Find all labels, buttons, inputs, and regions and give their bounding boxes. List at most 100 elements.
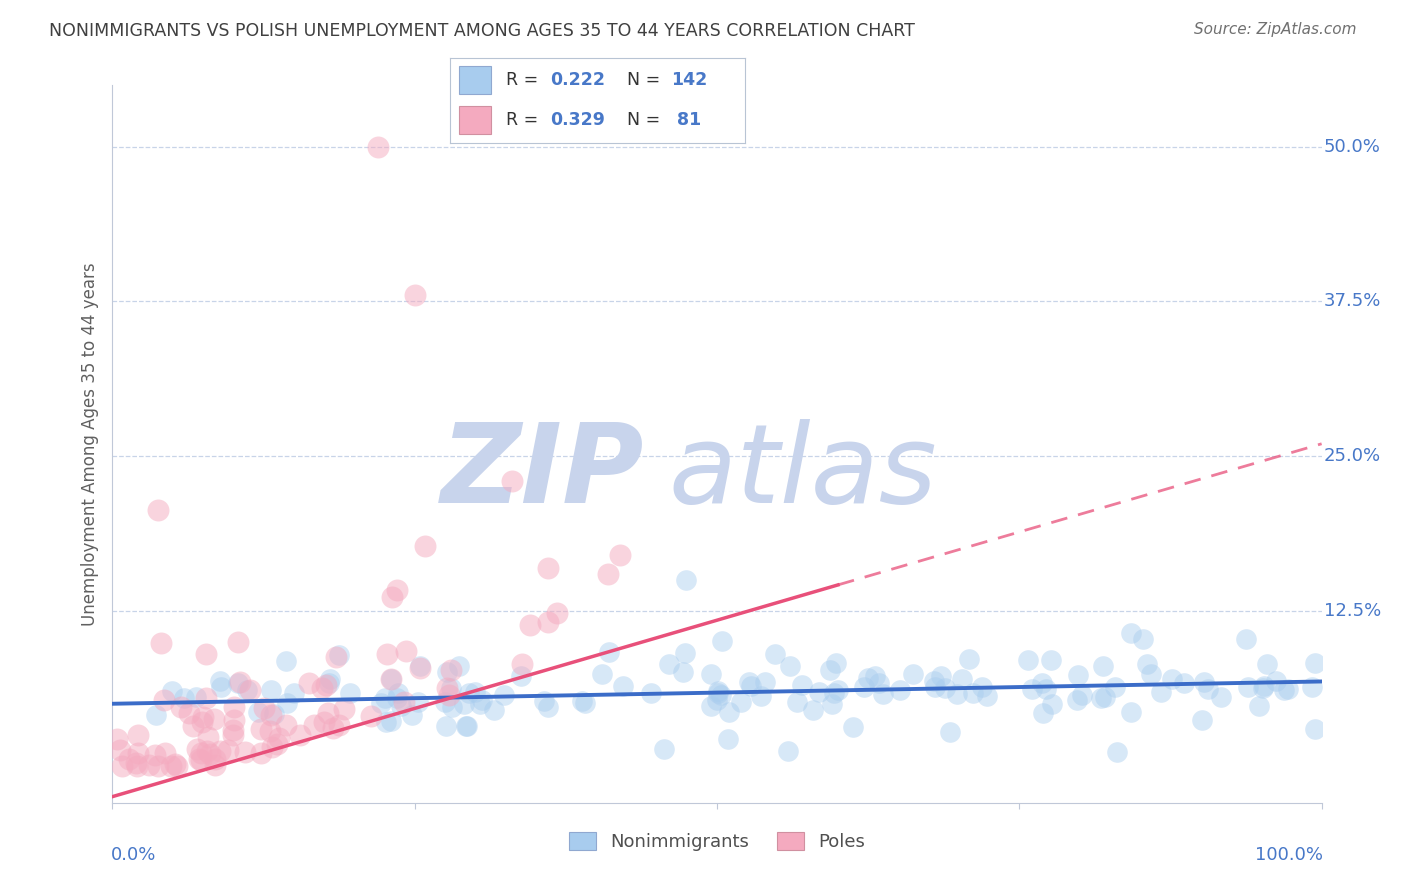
Point bbox=[706, 693, 728, 707]
Point bbox=[200, 747, 222, 761]
Point bbox=[315, 678, 337, 692]
Point bbox=[1132, 632, 1154, 646]
Point bbox=[377, 647, 399, 661]
Point bbox=[1305, 723, 1327, 737]
Point bbox=[298, 676, 321, 690]
Point bbox=[204, 752, 226, 766]
Text: N =: N = bbox=[627, 71, 666, 89]
Point bbox=[449, 659, 471, 673]
Point bbox=[471, 693, 494, 707]
Point bbox=[1253, 679, 1275, 693]
Text: atlas: atlas bbox=[669, 419, 938, 526]
Point bbox=[440, 663, 463, 677]
Point bbox=[395, 644, 418, 658]
Point bbox=[191, 709, 214, 723]
Point bbox=[259, 707, 281, 722]
Point bbox=[818, 664, 841, 678]
Point bbox=[209, 680, 232, 694]
Point bbox=[441, 699, 464, 714]
Point bbox=[148, 758, 170, 772]
Point bbox=[181, 719, 204, 733]
Point bbox=[700, 667, 723, 681]
Point bbox=[1301, 680, 1323, 694]
Point bbox=[1136, 657, 1159, 672]
Point bbox=[574, 696, 596, 710]
Point bbox=[401, 708, 423, 723]
Point bbox=[1256, 657, 1278, 671]
Point bbox=[111, 758, 134, 772]
Point bbox=[1277, 681, 1299, 696]
Point bbox=[370, 696, 392, 710]
Point bbox=[1150, 685, 1173, 699]
Point bbox=[173, 690, 195, 705]
Point bbox=[821, 697, 844, 711]
Point bbox=[436, 719, 458, 733]
Point bbox=[260, 683, 283, 698]
Point bbox=[159, 758, 181, 772]
Point bbox=[138, 758, 160, 772]
Point bbox=[672, 665, 695, 679]
Point bbox=[440, 681, 463, 695]
Point bbox=[853, 680, 876, 694]
Point bbox=[208, 674, 231, 689]
Point bbox=[236, 682, 259, 697]
Point bbox=[380, 714, 402, 728]
Point bbox=[591, 666, 613, 681]
Point bbox=[922, 674, 945, 689]
Point bbox=[1234, 632, 1257, 646]
Point bbox=[318, 676, 340, 690]
Point bbox=[409, 661, 432, 675]
Point bbox=[468, 697, 491, 711]
Point bbox=[842, 720, 865, 734]
Text: ZIP: ZIP bbox=[441, 419, 644, 526]
Point bbox=[177, 706, 200, 720]
Point bbox=[1160, 672, 1182, 686]
Point bbox=[436, 665, 458, 680]
Point bbox=[110, 743, 132, 757]
Point bbox=[730, 695, 752, 709]
Point bbox=[229, 675, 252, 690]
Point bbox=[868, 676, 890, 690]
Point bbox=[1265, 673, 1288, 688]
Point bbox=[105, 732, 128, 747]
Point bbox=[501, 474, 523, 488]
Point bbox=[533, 694, 555, 708]
Point bbox=[786, 695, 808, 709]
Point bbox=[1040, 698, 1063, 712]
Point bbox=[738, 675, 761, 690]
Point bbox=[146, 502, 169, 516]
Point bbox=[239, 683, 262, 698]
Point bbox=[153, 693, 176, 707]
Point bbox=[1071, 689, 1094, 703]
Point bbox=[754, 675, 776, 690]
Point bbox=[970, 680, 993, 694]
Text: 81: 81 bbox=[672, 111, 702, 128]
Point bbox=[454, 719, 477, 733]
Point bbox=[1272, 683, 1295, 698]
Point bbox=[304, 718, 326, 732]
Point bbox=[143, 747, 166, 762]
Y-axis label: Unemployment Among Ages 35 to 44 years: Unemployment Among Ages 35 to 44 years bbox=[80, 262, 98, 625]
Point bbox=[222, 723, 245, 738]
Point bbox=[385, 582, 408, 597]
Point bbox=[190, 746, 212, 760]
Point bbox=[250, 723, 273, 737]
Point bbox=[392, 695, 415, 709]
Point bbox=[934, 681, 956, 696]
Point bbox=[779, 659, 801, 673]
Point bbox=[827, 682, 849, 697]
Point bbox=[253, 701, 276, 715]
Point bbox=[222, 728, 245, 742]
Point bbox=[453, 697, 475, 711]
Point bbox=[333, 702, 356, 716]
Point bbox=[127, 728, 149, 742]
Point bbox=[1251, 681, 1274, 695]
Point bbox=[263, 706, 285, 721]
Point bbox=[1140, 667, 1163, 681]
Point bbox=[492, 688, 515, 702]
Point bbox=[195, 647, 218, 661]
Point bbox=[1017, 653, 1039, 667]
Point bbox=[1173, 676, 1195, 690]
Point bbox=[202, 712, 225, 726]
Point bbox=[311, 681, 333, 695]
